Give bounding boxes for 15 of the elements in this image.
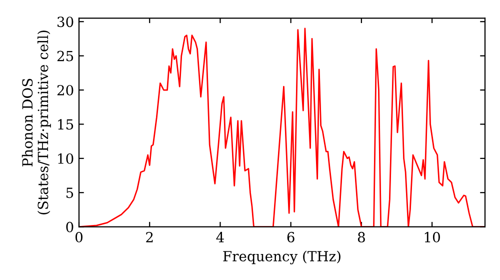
y-tick-label: 0	[66, 222, 74, 232]
y-tick-label: 10	[58, 153, 74, 164]
y-axis-title: Phonon DOS (States/THz·primitive cell)	[22, 30, 51, 214]
y-tick-label: 15	[58, 119, 74, 130]
x-tick-label: 0	[75, 232, 82, 242]
x-tick-label: 6	[287, 232, 294, 242]
y-tick-label: 20	[57, 84, 74, 96]
x-tick-label: 4	[216, 232, 224, 242]
x-axis-title: Frequency (THz)	[223, 250, 340, 264]
y-tick-label: 30	[58, 16, 74, 28]
x-tick-label: 10	[424, 232, 440, 242]
x-tick-label: 2	[146, 232, 153, 242]
y-tick-label: 25	[57, 50, 74, 62]
y-tick-label: 5	[66, 188, 74, 198]
x-tick-label: 8	[358, 232, 365, 242]
